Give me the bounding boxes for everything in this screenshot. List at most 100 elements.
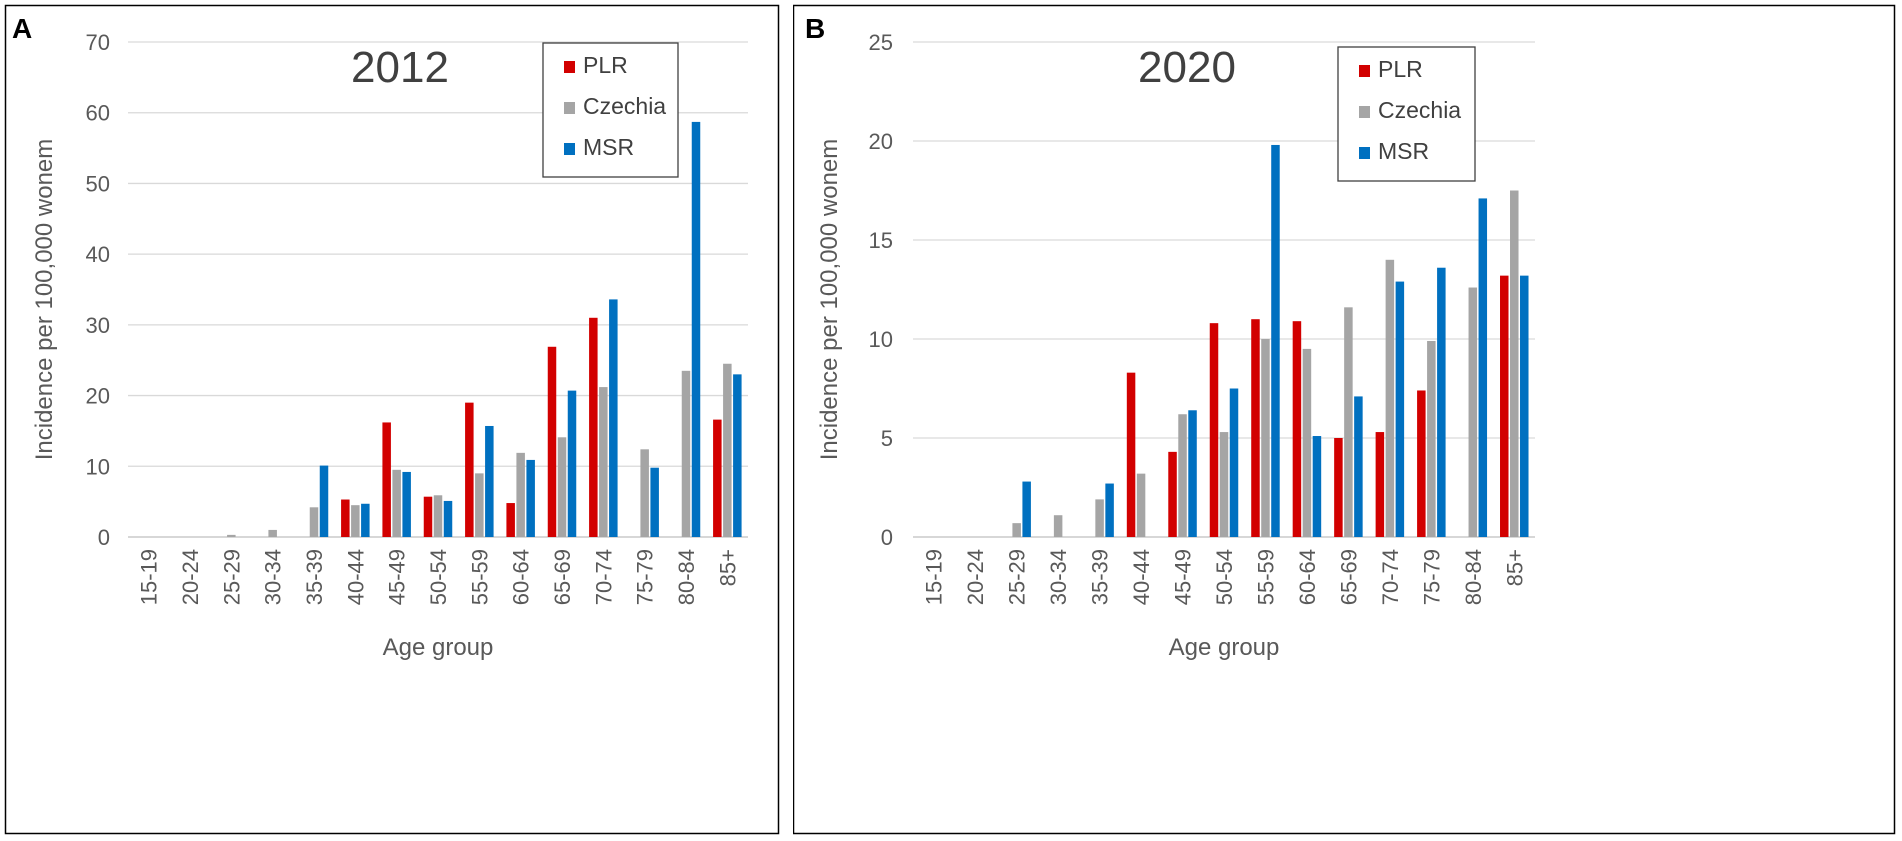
bar-czechia-25-29	[227, 535, 236, 537]
x-axis-title: Age group	[1169, 634, 1280, 661]
panel-label: B	[805, 13, 825, 44]
y-tick-label: 25	[869, 30, 893, 55]
bar-msr-75-79	[1437, 268, 1446, 537]
y-axis-title: Incidence per 100,000 wonem	[31, 139, 58, 461]
bar-czechia-40-44	[351, 505, 360, 537]
bar-czechia-65-69	[558, 437, 567, 537]
legend-swatch-plr	[564, 61, 575, 73]
bar-czechia-60-64	[1303, 349, 1312, 537]
y-tick-label: 20	[869, 129, 893, 154]
bar-czechia-55-59	[475, 473, 484, 537]
x-tick-label: 40-44	[1129, 549, 1154, 605]
bar-plr-55-59	[1251, 319, 1260, 537]
bar-plr-40-44	[341, 500, 350, 537]
panel-label: A	[12, 13, 32, 44]
bar-plr-70-74	[589, 318, 598, 537]
legend: PLR Czechia MSR	[543, 43, 678, 177]
bar-czechia-80-84	[1469, 288, 1478, 537]
legend-label-plr: PLR	[1378, 56, 1423, 82]
x-tick-label: 70-74	[591, 549, 616, 605]
bar-msr-75-79	[650, 468, 659, 537]
bar-plr-85+	[713, 420, 722, 537]
bar-czechia-65-69	[1344, 307, 1353, 537]
bar-msr-70-74	[1396, 282, 1405, 537]
legend-label-msr: MSR	[583, 134, 634, 160]
x-tick-label: 45-49	[385, 549, 410, 605]
x-tick-label: 50-54	[426, 549, 451, 605]
bar-plr-70-74	[1376, 432, 1385, 537]
bar-czechia-55-59	[1261, 339, 1270, 537]
x-tick-label: 20-24	[178, 549, 203, 605]
x-tick-label: 75-79	[1419, 549, 1444, 605]
bar-czechia-35-39	[310, 507, 319, 537]
bar-czechia-45-49	[392, 470, 401, 537]
y-tick-label: 60	[86, 101, 110, 126]
bar-plr-65-69	[1334, 438, 1343, 537]
x-tick-label: 30-34	[1046, 549, 1071, 605]
x-tick-label: 70-74	[1378, 549, 1403, 605]
bar-msr-80-84	[1479, 198, 1488, 537]
bar-czechia-85+	[723, 364, 732, 537]
figure: A01020304050607015-1920-2425-2930-3435-3…	[0, 0, 1902, 841]
x-tick-label: 15-19	[137, 549, 162, 605]
bar-plr-50-54	[1210, 323, 1219, 537]
bar-plr-45-49	[382, 422, 391, 537]
bar-czechia-85+	[1510, 191, 1519, 538]
x-tick-label: 65-69	[550, 549, 575, 605]
y-tick-label: 0	[98, 525, 110, 550]
bar-msr-45-49	[1188, 410, 1197, 537]
legend-swatch-msr	[1359, 147, 1370, 159]
bar-msr-60-64	[1313, 436, 1322, 537]
x-tick-label: 20-24	[963, 549, 988, 605]
chart-title: 2020	[1138, 43, 1236, 92]
y-tick-label: 70	[86, 30, 110, 55]
legend-label-czechia: Czechia	[1378, 97, 1461, 123]
legend: PLR Czechia MSR	[1338, 47, 1475, 181]
legend-label-msr: MSR	[1378, 138, 1429, 164]
bar-czechia-40-44	[1137, 474, 1146, 537]
legend-swatch-msr	[564, 143, 575, 155]
chart-title: 2012	[351, 43, 449, 92]
bar-msr-65-69	[1354, 396, 1363, 537]
x-tick-label: 60-64	[509, 549, 534, 605]
bar-plr-50-54	[424, 497, 433, 537]
bar-plr-75-79	[1417, 390, 1426, 537]
x-tick-label: 60-64	[1295, 549, 1320, 605]
y-axis-title: Incidence per 100,000 wonem	[816, 139, 843, 461]
bar-msr-50-54	[1230, 389, 1239, 538]
legend-label-czechia: Czechia	[583, 93, 666, 119]
y-tick-label: 10	[869, 327, 893, 352]
bar-msr-45-49	[402, 472, 411, 537]
bar-czechia-50-54	[434, 495, 443, 537]
bar-czechia-80-84	[682, 371, 691, 537]
x-tick-label: 55-59	[467, 549, 492, 605]
x-tick-label: 80-84	[1461, 549, 1486, 605]
y-tick-label: 5	[881, 426, 893, 451]
x-tick-label: 25-29	[1005, 549, 1030, 605]
x-tick-label: 85+	[1502, 549, 1527, 586]
bar-msr-25-29	[1022, 482, 1030, 537]
bar-plr-55-59	[465, 403, 474, 537]
bar-czechia-30-34	[1054, 515, 1063, 537]
y-tick-label: 20	[86, 384, 110, 409]
bar-msr-35-39	[1105, 484, 1114, 537]
legend-swatch-czechia	[564, 102, 575, 114]
y-tick-label: 40	[86, 242, 110, 267]
bar-msr-60-64	[526, 460, 535, 537]
bar-czechia-50-54	[1220, 432, 1229, 537]
bar-msr-40-44	[361, 504, 370, 537]
legend-label-plr: PLR	[583, 52, 628, 78]
bar-plr-40-44	[1127, 373, 1136, 537]
x-tick-label: 50-54	[1212, 549, 1237, 605]
y-tick-label: 50	[86, 171, 110, 196]
x-tick-label: 35-39	[1088, 549, 1113, 605]
y-tick-label: 10	[86, 454, 110, 479]
bar-czechia-45-49	[1178, 414, 1187, 537]
bar-msr-80-84	[692, 122, 701, 537]
x-tick-label: 75-79	[633, 549, 658, 605]
x-tick-label: 15-19	[922, 549, 947, 605]
bar-msr-35-39	[320, 466, 329, 537]
x-tick-label: 40-44	[343, 549, 368, 605]
x-tick-label: 65-69	[1336, 549, 1361, 605]
bar-plr-45-49	[1168, 452, 1177, 537]
